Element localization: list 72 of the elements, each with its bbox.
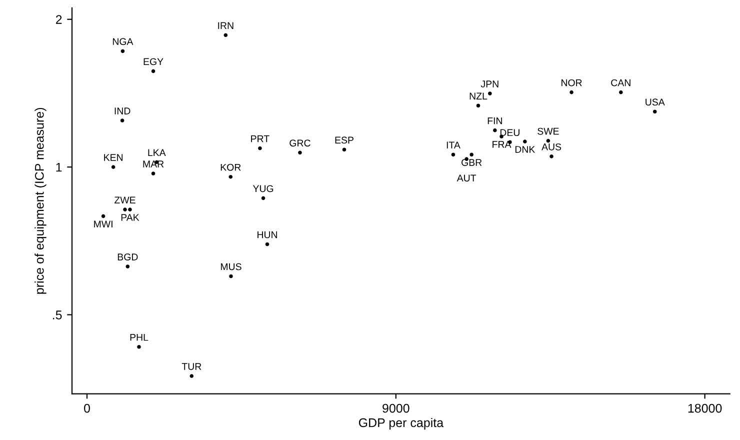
- point: [546, 138, 550, 143]
- point: [229, 274, 233, 278]
- data-label: FIN: [488, 117, 502, 124]
- data-label: FRA: [492, 141, 512, 148]
- x-tick-label: 0: [84, 404, 90, 413]
- data-label: JPN: [480, 80, 498, 88]
- point: [523, 140, 527, 144]
- point: [493, 128, 497, 132]
- point: [228, 174, 233, 179]
- point: [190, 374, 194, 378]
- point: [126, 264, 130, 268]
- data-label: NOR: [562, 79, 582, 86]
- point: [570, 90, 574, 94]
- data-label: GRC: [290, 140, 310, 147]
- data-label: DNK: [515, 146, 536, 153]
- data-label: KOR: [220, 164, 241, 171]
- data-label: GBR: [462, 159, 482, 166]
- data-label: CAN: [611, 79, 630, 86]
- point: [342, 148, 346, 152]
- data-label: KEN: [104, 154, 123, 161]
- point: [488, 92, 492, 96]
- point: [298, 150, 302, 155]
- data-label: PRT: [251, 135, 270, 142]
- data-label: DEU: [500, 129, 520, 136]
- y-tick-label: 1: [56, 162, 62, 172]
- point: [261, 196, 266, 200]
- point: [224, 33, 228, 38]
- data-label: PAK: [121, 214, 140, 221]
- point: [101, 214, 106, 218]
- point: [151, 172, 156, 176]
- data-label: HUN: [258, 231, 277, 238]
- data-label: IRN: [218, 22, 234, 29]
- data-label: YUG: [252, 185, 274, 192]
- data-label: MAR: [143, 160, 164, 168]
- data-label: MWI: [94, 220, 112, 228]
- y-tick-label: 2: [56, 15, 62, 24]
- data-label: BGD: [118, 254, 138, 260]
- point: [120, 49, 125, 53]
- data-label: ZWE: [114, 196, 136, 204]
- point: [451, 152, 456, 157]
- data-label: LKA: [148, 149, 166, 156]
- point: [476, 104, 480, 108]
- point: [618, 90, 623, 94]
- y-axis-title: price of equipment (ICP measure): [34, 108, 46, 294]
- y-tick-label: .5: [52, 310, 62, 320]
- data-label: NGA: [112, 38, 134, 46]
- point: [123, 208, 127, 212]
- data-label: TUR: [182, 363, 202, 370]
- data-label: ESP: [335, 136, 354, 144]
- point: [258, 146, 262, 150]
- data-label: SWE: [538, 128, 559, 135]
- point: [128, 208, 132, 212]
- point: [120, 118, 124, 122]
- x-tick-label: 18000: [688, 404, 722, 413]
- point: [137, 344, 141, 349]
- data-label: MUS: [220, 263, 242, 270]
- x-axis-title: GDP per capita: [358, 418, 444, 430]
- point: [470, 152, 474, 157]
- point: [652, 110, 657, 114]
- data-label: NZL: [470, 92, 488, 100]
- data-label: USA: [646, 98, 665, 106]
- data-label: AUS: [542, 143, 562, 150]
- data-label: EGY: [144, 58, 164, 66]
- x-tick-label: 9000: [382, 404, 410, 413]
- point: [111, 165, 116, 169]
- data-label: ITA: [446, 142, 460, 148]
- data-label: IND: [114, 108, 130, 114]
- point: [151, 69, 156, 74]
- data-label: PHL: [130, 334, 148, 341]
- data-label: AUT: [456, 174, 476, 182]
- point: [265, 242, 270, 246]
- point: [550, 154, 554, 158]
